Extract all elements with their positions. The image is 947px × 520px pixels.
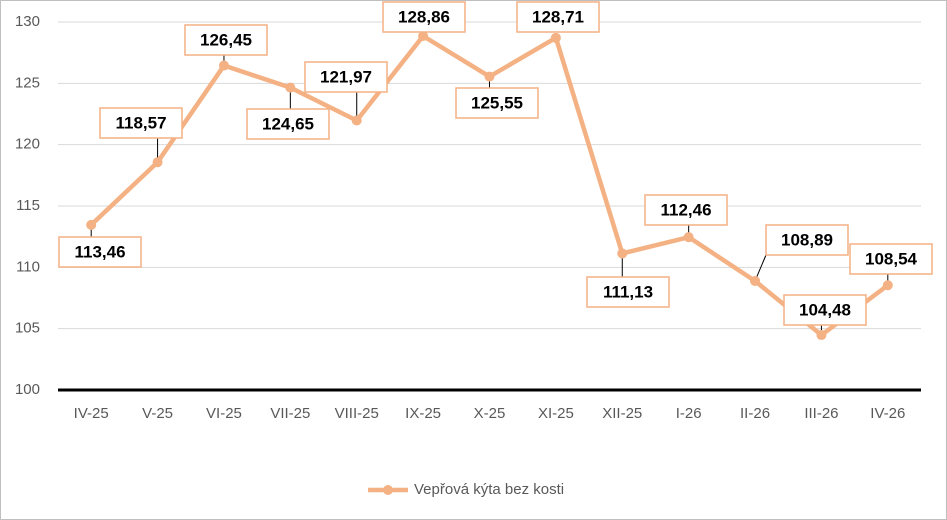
data-label: 124,65 <box>262 114 314 133</box>
data-label: 125,55 <box>471 93 523 112</box>
point <box>218 60 229 71</box>
point <box>550 32 561 43</box>
x-tick-label: II-26 <box>740 405 770 422</box>
point <box>882 280 893 291</box>
label-box <box>184 24 268 56</box>
y-tick-label: 100 <box>15 381 40 398</box>
label-box <box>382 1 466 33</box>
label-box <box>783 294 867 326</box>
point <box>285 82 296 93</box>
point <box>152 157 163 168</box>
data-label: 126,45 <box>200 30 252 49</box>
point <box>351 115 362 126</box>
point <box>617 248 628 259</box>
legend-label: Vepřová kýta bez kosti <box>414 481 564 498</box>
label-box <box>304 61 388 93</box>
data-label: 121,97 <box>320 67 372 86</box>
x-tick-label: XI-25 <box>538 405 574 422</box>
point <box>750 275 761 286</box>
point <box>86 219 97 230</box>
x-tick-label: X-25 <box>474 405 506 422</box>
data-label: 112,46 <box>660 200 711 219</box>
label-box <box>849 243 933 275</box>
x-tick-label: VI-25 <box>206 405 242 422</box>
x-tick-label: IX-25 <box>405 405 441 422</box>
x-tick-label: XII-25 <box>602 405 642 422</box>
y-tick-label: 125 <box>15 74 40 91</box>
data-label: 113,46 <box>74 242 125 261</box>
label-box <box>58 236 142 268</box>
x-tick-label: I-26 <box>676 405 702 422</box>
y-tick-label: 105 <box>15 320 40 337</box>
y-tick-label: 120 <box>15 136 40 153</box>
x-tick-label: IV-26 <box>870 405 905 422</box>
y-tick-label: 110 <box>16 258 40 275</box>
y-tick-label: 115 <box>16 197 40 214</box>
x-tick-label: VIII-25 <box>335 405 379 422</box>
label-box <box>516 1 600 33</box>
point <box>484 71 495 82</box>
x-tick-label: III-26 <box>804 405 838 422</box>
legend-marker <box>383 485 393 495</box>
label-box <box>99 107 183 139</box>
data-label: 118,57 <box>115 113 166 132</box>
data-label: 108,89 <box>781 230 833 249</box>
x-tick-label: IV-25 <box>74 405 109 422</box>
point <box>683 232 694 243</box>
label-box <box>765 224 849 256</box>
point <box>418 30 429 41</box>
y-tick-label: 130 <box>15 13 40 30</box>
data-label: 111,13 <box>603 282 653 301</box>
data-label: 128,86 <box>398 7 450 26</box>
label-box <box>455 87 539 119</box>
data-label: 108,54 <box>865 249 918 268</box>
label-box <box>246 108 330 140</box>
x-tick-label: V-25 <box>142 405 173 422</box>
label-box <box>586 276 670 308</box>
data-label: 128,71 <box>532 7 584 26</box>
label-box <box>644 194 728 226</box>
data-label: 104,48 <box>799 300 851 319</box>
x-tick-label: VII-25 <box>270 405 310 422</box>
point <box>816 330 827 341</box>
